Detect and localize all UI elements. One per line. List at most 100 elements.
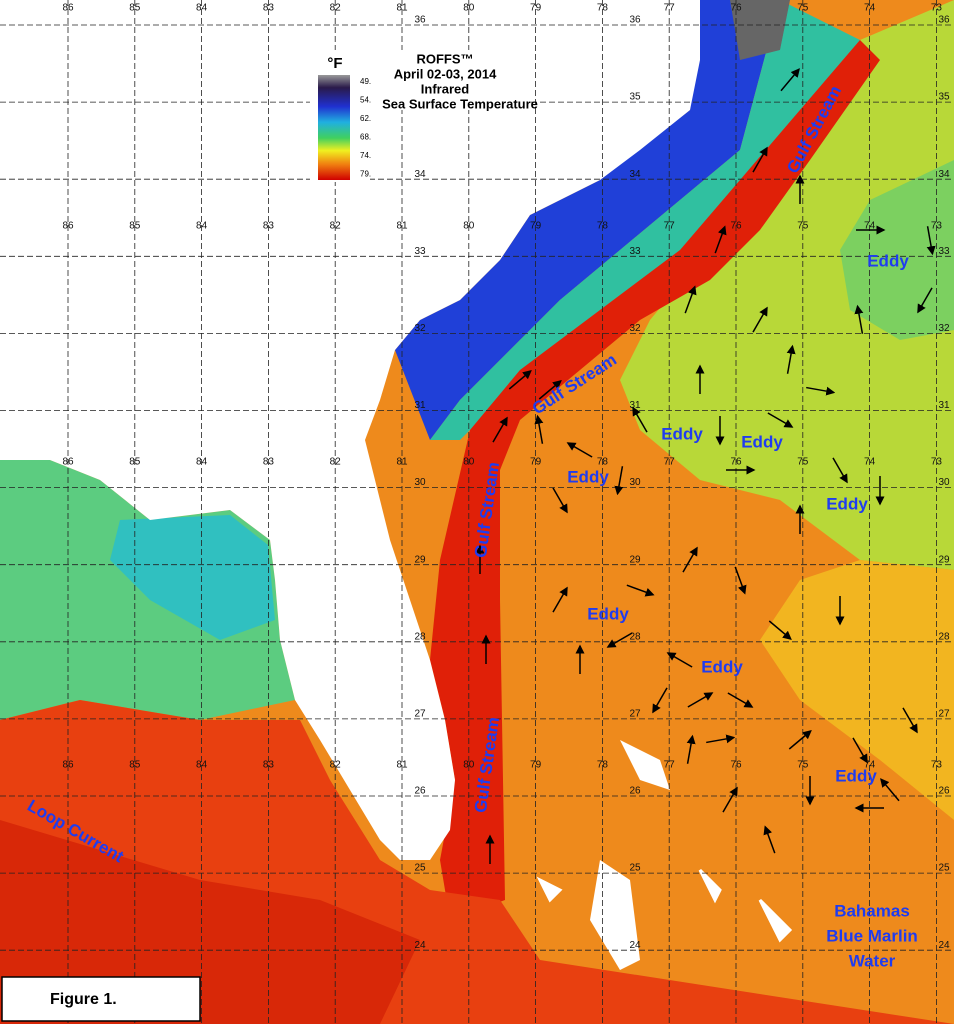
longitude-label: 76: [730, 457, 742, 468]
current-arrow: [788, 730, 812, 750]
latitude-label: 29: [938, 554, 950, 565]
current-arrow: [686, 734, 696, 764]
longitude-label: 81: [396, 760, 408, 771]
current-arrow: [727, 692, 754, 708]
latitude-label: 30: [938, 477, 950, 488]
longitude-label: 86: [62, 221, 74, 232]
legend-label: 74.: [360, 151, 371, 160]
longitude-label: 77: [664, 457, 676, 468]
current-arrows: [475, 68, 936, 864]
colorbar: [318, 75, 350, 180]
longitude-label: 75: [797, 457, 809, 468]
longitude-label: 85: [129, 457, 141, 468]
longitude-label: 81: [396, 221, 408, 232]
current-arrow: [682, 546, 698, 573]
longitude-label: 73: [931, 221, 943, 232]
longitude-label: 74: [864, 457, 876, 468]
title: ROFFS™ April 02-03, 2014 Infrared Sea Su…: [360, 50, 538, 111]
latitude-label: 36: [414, 15, 426, 26]
latitude-label: 34: [938, 169, 950, 180]
current-arrow: [714, 225, 727, 254]
longitude-label: 83: [263, 3, 275, 14]
latitude-label: 24: [414, 940, 426, 951]
land: [0, 0, 793, 970]
longitude-label: 81: [396, 457, 408, 468]
annotation: Eddy: [661, 424, 703, 443]
latitude-label: 33: [629, 246, 641, 257]
current-arrow: [552, 586, 568, 613]
longitude-label: 73: [931, 457, 943, 468]
annotation: Eddy: [701, 657, 743, 676]
latitude-label: 26: [414, 786, 426, 797]
latitude-label: 25: [414, 863, 426, 874]
longitude-label: 86: [62, 457, 74, 468]
latitude-label: 32: [414, 323, 426, 334]
latitude-label: 35: [629, 92, 641, 103]
title-line: Infrared: [421, 81, 469, 96]
longitude-label: 75: [797, 221, 809, 232]
legend-unit: °F: [327, 55, 342, 72]
legend-label: 54.: [360, 96, 371, 105]
latitude-label: 27: [414, 709, 426, 720]
latitude-label: 30: [414, 477, 426, 488]
longitude-label: 80: [463, 221, 475, 232]
legend: °F 49. 54. 62. 68. 74. 79.: [310, 50, 371, 182]
annotation: Eddy: [826, 494, 868, 513]
current-arrow: [566, 442, 593, 458]
current-arrow: [687, 692, 714, 708]
longitude-label: 85: [129, 221, 141, 232]
current-arrow: [763, 825, 776, 854]
longitude-label: 74: [864, 760, 876, 771]
longitude-label: 86: [62, 760, 74, 771]
latitude-label: 32: [629, 323, 641, 334]
longitude-label: 85: [129, 760, 141, 771]
annotation: Water: [849, 951, 896, 970]
latitude-label: 34: [414, 169, 426, 180]
longitude-label: 81: [396, 3, 408, 14]
latitude-label: 31: [938, 400, 950, 411]
title-line: ROFFS™: [416, 51, 473, 66]
current-arrow: [752, 146, 768, 173]
latitude-label: 26: [629, 786, 641, 797]
longitude-label: 82: [330, 3, 342, 14]
longitude-label: 83: [263, 221, 275, 232]
current-arrow: [684, 285, 697, 314]
longitude-label: 76: [730, 221, 742, 232]
current-arrow: [614, 466, 624, 496]
current-arrow: [492, 416, 508, 443]
longitude-label: 85: [129, 3, 141, 14]
current-arrow: [806, 386, 836, 396]
current-arrow: [652, 687, 668, 714]
current-arrow: [780, 68, 800, 92]
longitude-label: 84: [196, 760, 208, 771]
longitude-label: 75: [797, 760, 809, 771]
current-arrow: [767, 412, 794, 428]
latitude-label: 31: [629, 400, 641, 411]
current-arrow: [632, 406, 648, 433]
current-arrow: [917, 287, 933, 314]
current-arrow: [508, 370, 532, 390]
current-arrow: [626, 584, 655, 597]
legend-label: 62.: [360, 114, 371, 123]
longitude-label: 80: [463, 3, 475, 14]
current-arrow: [534, 414, 544, 444]
longitude-label: 76: [730, 3, 742, 14]
longitude-label: 77: [664, 221, 676, 232]
current-arrow: [538, 380, 562, 400]
annotation: Eddy: [567, 467, 609, 486]
longitude-label: 78: [597, 457, 609, 468]
latitude-label: 33: [414, 246, 426, 257]
longitude-label: 82: [330, 457, 342, 468]
longitude-label: 79: [530, 3, 542, 14]
current-arrow: [552, 487, 568, 514]
longitude-label: 83: [263, 760, 275, 771]
longitude-label: 75: [797, 3, 809, 14]
longitude-label: 79: [530, 457, 542, 468]
latitude-label: 32: [938, 323, 950, 334]
longitude-label: 84: [196, 221, 208, 232]
longitude-label: 84: [196, 3, 208, 14]
latitude-label: 28: [629, 631, 641, 642]
current-arrow: [832, 457, 848, 484]
current-arrow: [606, 632, 633, 648]
annotation: Blue Marlin: [826, 926, 918, 945]
